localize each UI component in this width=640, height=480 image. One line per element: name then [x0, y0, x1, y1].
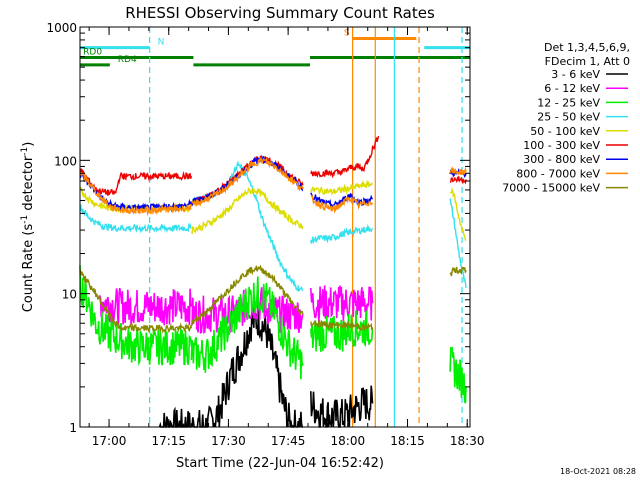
x-tick-label: 17:00 [92, 434, 127, 448]
legend-header-line-2: FDecim 1, Att 0 [545, 55, 630, 68]
y-axis-label-exponent-2: -1 [20, 147, 30, 156]
x-axis-label: Start Time (22-Jun-04 16:52:42) [176, 456, 384, 471]
chart-title: RHESSI Observing Summary Count Rates [125, 4, 435, 22]
series-line [449, 266, 467, 277]
series-line [99, 287, 193, 326]
series-line [449, 165, 467, 177]
legend: Det 1,3,4,5,6,9, FDecim 1, Att 0 3 - 6 k… [502, 41, 630, 195]
series-line [449, 346, 467, 404]
series-line [310, 192, 374, 211]
x-tick-label: 18:00 [331, 434, 366, 448]
plot-frame [79, 26, 471, 428]
x-tick-label: 17:15 [151, 434, 186, 448]
series-line [310, 385, 374, 428]
series-line [190, 276, 304, 380]
flag-label: S [344, 28, 350, 38]
series-line [310, 223, 374, 245]
y-tick-label: 1000 [46, 21, 77, 35]
legend-label: 100 - 300 keV [523, 139, 600, 152]
flag-label: N [158, 38, 165, 48]
y-axis-label: Count Rate (s-1 detector-1) [20, 142, 36, 313]
y-tick-label: 100 [54, 154, 77, 168]
legend-label: 7000 - 15000 keV [502, 182, 600, 195]
y-axis: 1 10 100 1000 [46, 21, 470, 435]
series-line [79, 204, 192, 234]
series-line [190, 264, 304, 326]
x-tick-label: 18:30 [450, 434, 485, 448]
series-line [310, 135, 380, 179]
series-line [190, 186, 304, 235]
flag-label: RD0 [83, 48, 102, 58]
x-tick-label: 18:15 [390, 434, 425, 448]
series-line [449, 198, 467, 289]
series-line [310, 195, 374, 214]
series-7 [79, 157, 467, 217]
series-line [191, 157, 304, 208]
series-line [79, 168, 193, 196]
series-line [79, 265, 193, 366]
flags-layer: N S RD0 RD4 [80, 28, 470, 67]
series-line [449, 187, 467, 242]
series-line [310, 179, 374, 196]
series-line [310, 319, 374, 332]
legend-header-line-1: Det 1,3,4,5,6,9, [544, 41, 630, 54]
y-axis-label-exponent: -1 [20, 215, 30, 224]
series-line [310, 285, 374, 322]
generation-timestamp: 18-Oct-2021 08:28 [560, 467, 636, 476]
y-axis-label-close: ) [21, 142, 36, 147]
legend-label: 25 - 50 keV [537, 111, 600, 124]
legend-label: 12 - 25 keV [537, 96, 600, 109]
legend-label: 50 - 100 keV [530, 125, 600, 138]
y-axis-label-main: Count Rate (s [21, 224, 36, 313]
legend-label: 3 - 6 keV [551, 68, 600, 81]
legend-label: 6 - 12 keV [544, 82, 600, 95]
x-tick-label: 17:45 [271, 434, 306, 448]
series-line [79, 269, 193, 334]
y-tick-label: 10 [62, 288, 77, 302]
series-2 [79, 265, 467, 404]
y-tick-label: 1 [69, 421, 77, 435]
flag-label: RD4 [118, 55, 137, 65]
series-line [449, 176, 467, 185]
x-tick-label: 17:30 [211, 434, 246, 448]
series-line [79, 172, 193, 217]
series-8 [79, 264, 467, 334]
series-line [190, 304, 303, 428]
y-axis-label-tail: detector [21, 155, 36, 215]
legend-label: 800 - 7000 keV [516, 167, 600, 180]
legend-label: 300 - 800 keV [523, 153, 600, 166]
series-layer [79, 135, 467, 429]
x-axis: 17:00 17:15 17:30 17:45 18:00 18:15 18:30 [88, 27, 485, 448]
